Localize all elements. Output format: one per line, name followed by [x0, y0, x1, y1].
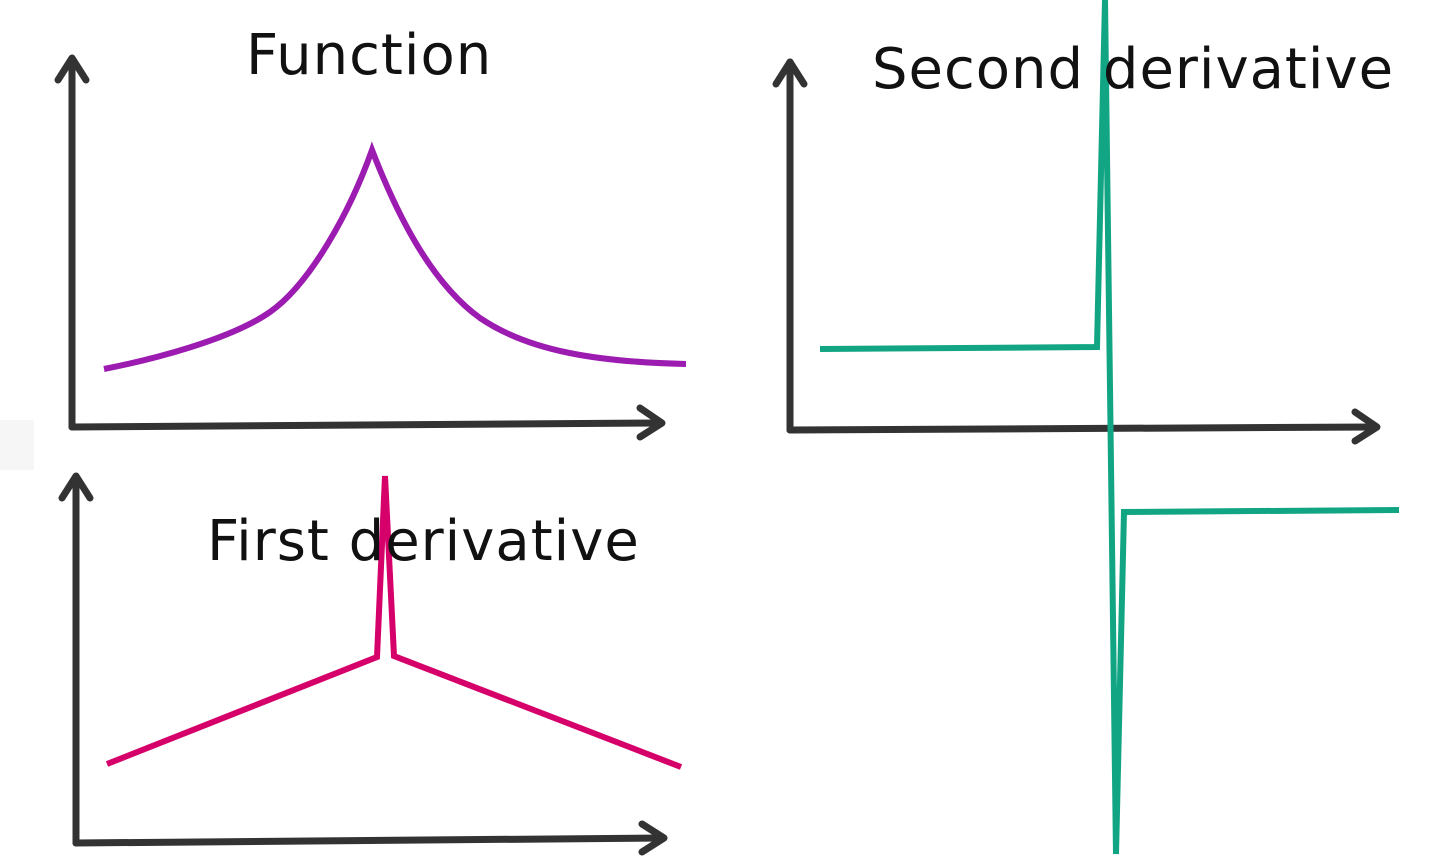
function-y-axis-arrowhead: [54, 54, 90, 84]
first-derivative-panel: First derivative: [58, 472, 683, 856]
second-derivative-title: Second derivative: [872, 37, 1394, 102]
second-derivative-panel: Second derivative: [772, 0, 1400, 855]
first-derivative-curve: [105, 475, 683, 770]
edge-artifact: [0, 420, 34, 470]
function-title: Function: [246, 23, 492, 88]
second-derivative-curve: [819, 0, 1400, 855]
first-derivative-x-axis-arrowhead: [638, 820, 668, 856]
function-x-axis: [68, 419, 664, 431]
second-derivative-x-axis-arrowhead: [1351, 408, 1381, 445]
first-derivative-x-axis: [72, 834, 666, 847]
first-derivative-y-axis-arrowhead: [58, 472, 94, 502]
function-x-axis-arrowhead: [636, 404, 666, 441]
first-derivative-title: First derivative: [207, 509, 640, 574]
function-panel: Function: [54, 23, 687, 441]
function-curve: [103, 141, 687, 372]
second-derivative-y-axis-arrowhead: [772, 58, 808, 88]
second-derivative-x-axis: [786, 423, 1379, 434]
